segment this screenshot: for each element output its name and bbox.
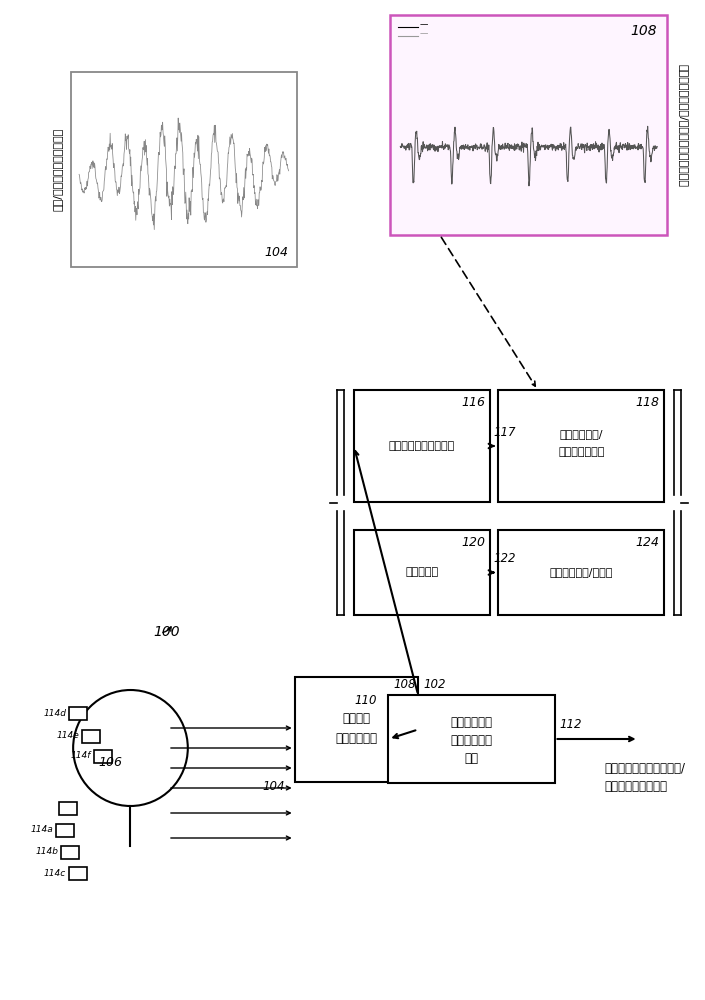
Bar: [82, 730, 100, 743]
Bar: [391, 15, 667, 235]
Bar: [61, 846, 79, 859]
Text: 物理信号评估: 物理信号评估: [450, 734, 493, 748]
Text: 104: 104: [264, 246, 288, 259]
Text: 106: 106: [99, 756, 123, 770]
Text: 114d: 114d: [43, 708, 66, 718]
Bar: [354, 530, 490, 615]
Text: 114c: 114c: [44, 868, 66, 878]
Text: 100: 100: [153, 625, 180, 639]
Bar: [69, 707, 87, 720]
Bar: [498, 530, 664, 615]
Text: —: —: [420, 29, 429, 38]
Text: 108: 108: [631, 24, 657, 38]
Bar: [56, 824, 74, 837]
Text: 120: 120: [461, 536, 485, 548]
Text: 124: 124: [635, 536, 659, 548]
Text: 104: 104: [262, 780, 285, 794]
Bar: [59, 802, 77, 815]
Text: 114e: 114e: [56, 732, 79, 740]
Bar: [94, 750, 111, 763]
Text: 骨骼肌伪影和/: 骨骼肌伪影和/: [560, 429, 603, 439]
Text: 114b: 114b: [35, 848, 59, 856]
Text: 原始/滤波后的所采集的信号: 原始/滤波后的所采集的信号: [52, 128, 62, 211]
Text: 临床输出（例如疾病病态/: 临床输出（例如疾病病态/: [604, 762, 685, 776]
Text: 108: 108: [393, 678, 416, 692]
Bar: [71, 72, 297, 267]
Text: （生物电位）: （生物电位）: [336, 732, 377, 746]
Text: —: —: [420, 20, 429, 29]
Text: 骨骼肌相关伪影和/或异步噪声去除的信号: 骨骼肌相关伪影和/或异步噪声去除的信号: [678, 64, 688, 186]
Bar: [388, 695, 555, 783]
Text: 114a: 114a: [30, 826, 54, 834]
Text: 测量系统: 测量系统: [343, 712, 370, 726]
Text: 该估计的生理特性）: 该估计的生理特性）: [604, 780, 667, 794]
Text: 非侵入式生物: 非侵入式生物: [450, 716, 493, 730]
Text: 118: 118: [635, 395, 659, 408]
Text: 110: 110: [354, 694, 376, 706]
Text: 102: 102: [423, 678, 446, 692]
Bar: [295, 677, 418, 782]
Text: 117: 117: [493, 426, 516, 438]
Bar: [498, 390, 664, 502]
Text: 122: 122: [493, 552, 516, 565]
Bar: [354, 390, 490, 502]
Text: 相空间转换: 相空间转换: [405, 568, 439, 578]
Text: 前端信号放大和数字化: 前端信号放大和数字化: [389, 441, 455, 451]
Text: 112: 112: [560, 718, 582, 732]
Text: 系统: 系统: [465, 752, 479, 766]
Bar: [69, 867, 87, 880]
Text: 116: 116: [461, 395, 485, 408]
Text: 机器学习分析/预测器: 机器学习分析/预测器: [549, 568, 613, 578]
Text: 或异步噪声去除: 或异步噪声去除: [558, 447, 604, 457]
Text: 114f: 114f: [70, 752, 91, 760]
